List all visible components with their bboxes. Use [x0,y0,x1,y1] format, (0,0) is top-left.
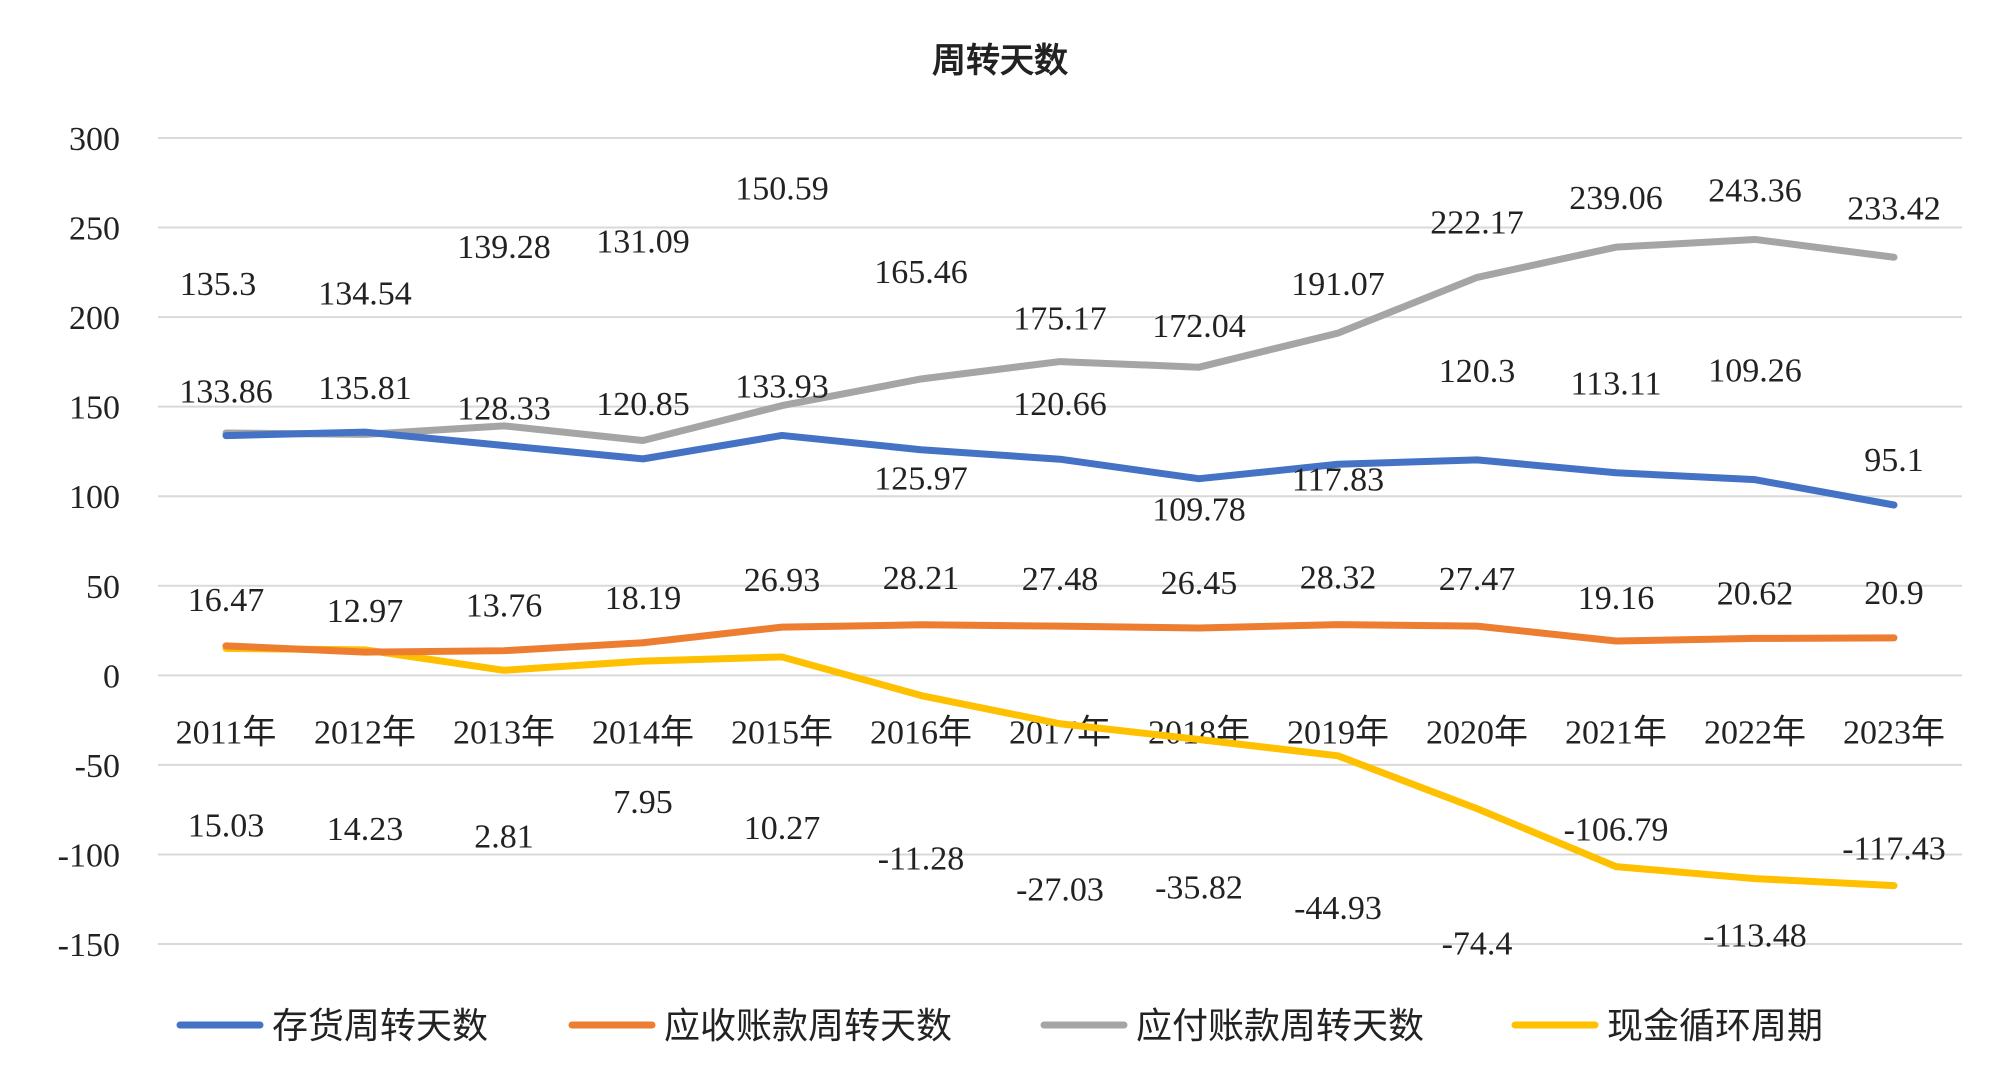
series-line-1 [222,621,1898,656]
y-tick-label: -150 [58,927,120,964]
y-tick-label: -100 [58,837,120,874]
y-tick-label: 50 [86,569,120,606]
y-axis-ticks: 300 250 200 150 100 50 0 -50 -100 -150 [58,121,120,964]
data-label: 135.3 [180,266,257,303]
legend-label: 现金循环周期 [1607,1006,1823,1047]
data-label: 13.76 [466,588,543,625]
data-label: -113.48 [1703,918,1807,955]
legend-label: 应收账款周转天数 [664,1006,952,1047]
data-label: 120.3 [1439,353,1516,390]
data-label: 20.9 [1864,575,1924,612]
data-label: 28.21 [883,560,960,597]
data-label: -35.82 [1155,869,1243,906]
data-label: 15.03 [188,807,265,844]
y-tick-label: 0 [103,658,120,695]
data-label: -11.28 [878,841,965,878]
data-label: 12.97 [327,593,404,630]
data-label: 175.17 [1013,301,1107,338]
data-label: 7.95 [613,784,673,821]
legend-label: 存货周转天数 [272,1006,488,1047]
data-label: 27.47 [1439,561,1516,598]
y-tick-label: 250 [69,211,120,248]
data-labels: 133.86 135.81 128.33 120.85 133.93 125.97 120.… [179,171,1946,963]
y-tick-label: 300 [69,121,120,158]
x-axis-ticks: 2011年 2012年 2013年 2014年 2015年 2016年 2017年 2018年… [176,713,1945,751]
data-label: -27.03 [1016,872,1104,909]
data-label: 26.93 [744,562,821,599]
legend: 存货周转天数 应收账款周转天数 应付账款周转天数 现金循环周期 [176,1006,1823,1047]
data-label: 27.48 [1022,561,1099,598]
x-tick-label: 2022年 [1704,713,1806,751]
data-label: 128.33 [457,390,551,427]
y-tick-label: 150 [69,390,120,427]
data-label: 125.97 [874,461,968,498]
x-tick-label: 2023年 [1843,713,1945,751]
x-tick-label: 2016年 [870,713,972,751]
gridlines [158,137,1962,945]
data-label: 165.46 [874,254,968,291]
data-label: 120.85 [596,386,690,423]
data-label: 28.32 [1300,560,1377,597]
y-tick-label: -50 [75,748,120,785]
data-label: 20.62 [1717,575,1794,612]
data-label: 120.66 [1013,386,1107,423]
data-label: 133.86 [179,374,273,411]
x-tick-label: 2011年 [176,713,277,751]
data-label: 95.1 [1864,442,1924,479]
legend-label: 应付账款周转天数 [1136,1006,1424,1047]
data-label: 233.42 [1847,190,1941,227]
series-line-2 [222,235,1898,445]
series-lines [222,235,1898,890]
data-label: 14.23 [327,811,404,848]
data-label: 139.28 [457,229,551,266]
data-label: 19.16 [1578,580,1655,617]
data-label: 109.78 [1152,492,1246,529]
data-label: -106.79 [1564,812,1669,849]
data-label: 243.36 [1708,172,1802,209]
series-line-3 [222,644,1898,890]
series-line-0 [222,428,1898,509]
data-label: 109.26 [1708,353,1802,390]
data-label: 113.11 [1571,366,1662,403]
data-label: 239.06 [1569,180,1663,217]
data-label: 2.81 [474,818,534,855]
chart-title: 周转天数 [932,41,1068,81]
y-tick-label: 100 [69,479,120,516]
x-tick-label: 2020年 [1426,713,1528,751]
data-label: -44.93 [1294,890,1382,927]
data-label: 131.09 [596,224,690,261]
data-label: 117.83 [1292,461,1384,498]
data-label: 135.81 [318,370,412,407]
data-label: 133.93 [735,368,829,405]
data-label: 150.59 [735,171,829,208]
data-label: -74.4 [1442,926,1513,963]
data-label: 26.45 [1161,565,1238,602]
x-tick-label: 2012年 [314,713,416,751]
x-tick-label: 2015年 [731,713,833,751]
data-label: 16.47 [188,582,265,619]
data-label: 222.17 [1430,204,1524,241]
data-label: -117.43 [1842,831,1946,868]
y-tick-label: 200 [69,300,120,337]
data-label: 134.54 [318,275,412,312]
data-label: 18.19 [605,580,682,617]
data-label: 191.07 [1291,266,1385,303]
data-label: 172.04 [1152,308,1246,345]
x-tick-label: 2021年 [1565,713,1667,751]
x-tick-label: 2014年 [592,713,694,751]
x-tick-label: 2013年 [453,713,555,751]
x-tick-label: 2019年 [1287,713,1389,751]
data-label: 10.27 [744,810,821,847]
